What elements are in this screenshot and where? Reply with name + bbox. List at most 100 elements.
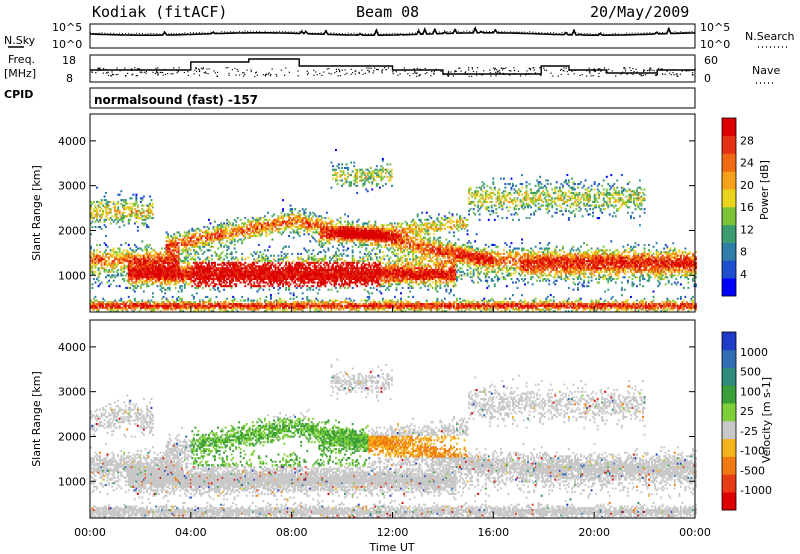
heatmap-cell (215, 229, 218, 232)
nave-point (571, 70, 573, 72)
heatmap-cell (191, 265, 194, 268)
heatmap-cell (230, 251, 233, 254)
heatmap-cell (168, 251, 171, 254)
heatmap-cell (208, 231, 210, 234)
heatmap-cell (109, 265, 112, 268)
heatmap-cell (168, 276, 171, 279)
heatmap-cell (105, 208, 108, 211)
heatmap-cell (164, 272, 167, 275)
heatmap-cell (176, 276, 179, 279)
heatmap-cell (192, 267, 195, 270)
heatmap-cell (165, 278, 168, 281)
heatmap-cell (188, 236, 191, 239)
heatmap-cell (232, 272, 235, 275)
heatmap-cell (129, 206, 132, 209)
heatmap-cell (121, 308, 124, 311)
nave-point (494, 68, 497, 70)
heatmap-cell (204, 274, 207, 277)
heatmap-cell (105, 191, 108, 194)
heatmap-cell (90, 299, 92, 302)
heatmap-cell (135, 211, 138, 214)
heatmap-cell (212, 267, 215, 270)
heatmap-cell (312, 285, 315, 288)
heatmap-cell (329, 261, 331, 264)
heatmap-cell (123, 267, 126, 270)
heatmap-cell (295, 295, 298, 298)
heatmap-cell (235, 235, 238, 238)
heatmap-cell (241, 233, 244, 236)
heatmap-cell (126, 215, 129, 218)
heatmap-cell (139, 247, 142, 250)
heatmap-cell (168, 260, 171, 263)
heatmap-cell (93, 217, 95, 220)
heatmap-cell (180, 260, 183, 263)
heatmap-cell (147, 306, 150, 309)
heatmap-cell (209, 299, 212, 302)
heatmap-cell (215, 267, 218, 270)
nave-point (502, 72, 505, 74)
heatmap-cell (215, 270, 218, 273)
heatmap-cell (338, 166, 340, 169)
heatmap-cell (204, 295, 207, 298)
nave-point (355, 70, 357, 72)
heatmap-cell (105, 218, 108, 221)
heatmap-cell (233, 263, 236, 266)
heatmap-cell (141, 304, 144, 307)
nave-point (450, 71, 452, 73)
heatmap-cell (139, 256, 142, 259)
heatmap-cell (204, 233, 207, 236)
heatmap-cell (142, 303, 145, 306)
nave-point (265, 73, 267, 75)
heatmap-cell (126, 286, 129, 289)
heatmap-cell (351, 249, 354, 252)
nave-point (228, 72, 230, 75)
heatmap-cell (327, 217, 330, 220)
heatmap-cell (138, 310, 141, 313)
heatmap-cell (260, 233, 263, 236)
nave-point (315, 71, 317, 73)
heatmap-cell (303, 283, 306, 286)
nave-point (370, 67, 372, 69)
heatmap-cell (327, 267, 330, 270)
heatmap-cell (188, 247, 191, 250)
heatmap-cell (106, 304, 109, 307)
heatmap-cell (97, 308, 100, 311)
heatmap-cell (233, 276, 236, 279)
heatmap-cell (141, 199, 144, 202)
nave-point (579, 74, 581, 76)
heatmap-cell (120, 202, 123, 205)
heatmap-cell (313, 281, 316, 284)
heatmap-cell (132, 274, 135, 277)
heatmap-cell (217, 279, 219, 282)
heatmap-cell (336, 218, 339, 221)
heatmap-cell (276, 222, 278, 225)
heatmap-cell (130, 304, 133, 307)
heatmap-cell (217, 288, 219, 291)
heatmap-cell (112, 260, 115, 263)
heatmap-cell (336, 175, 339, 178)
heatmap-cell (195, 236, 198, 239)
heatmap-cell (171, 276, 174, 279)
heatmap-cell (170, 256, 173, 259)
heatmap-cell (301, 218, 304, 221)
heatmap-cell (247, 269, 250, 272)
heatmap-cell (200, 236, 203, 239)
heatmap-cell (208, 308, 210, 311)
heatmap-cell (347, 247, 350, 250)
heatmap-cell (309, 288, 312, 291)
search-noise-series (89, 25, 696, 36)
heatmap-cell (217, 229, 219, 232)
heatmap-cell (204, 229, 207, 232)
heatmap-cell (152, 269, 154, 272)
heatmap-cell (168, 303, 171, 306)
heatmap-cell (139, 274, 142, 277)
heatmap-cell (118, 256, 121, 259)
heatmap-cell (167, 247, 170, 250)
heatmap-cell (141, 278, 144, 281)
heatmap-cell (189, 269, 192, 272)
heatmap-cell (347, 166, 350, 169)
heatmap-cell (265, 226, 268, 229)
heatmap-cell (170, 267, 173, 270)
heatmap-cell (301, 297, 304, 300)
heatmap-cell (226, 267, 229, 270)
